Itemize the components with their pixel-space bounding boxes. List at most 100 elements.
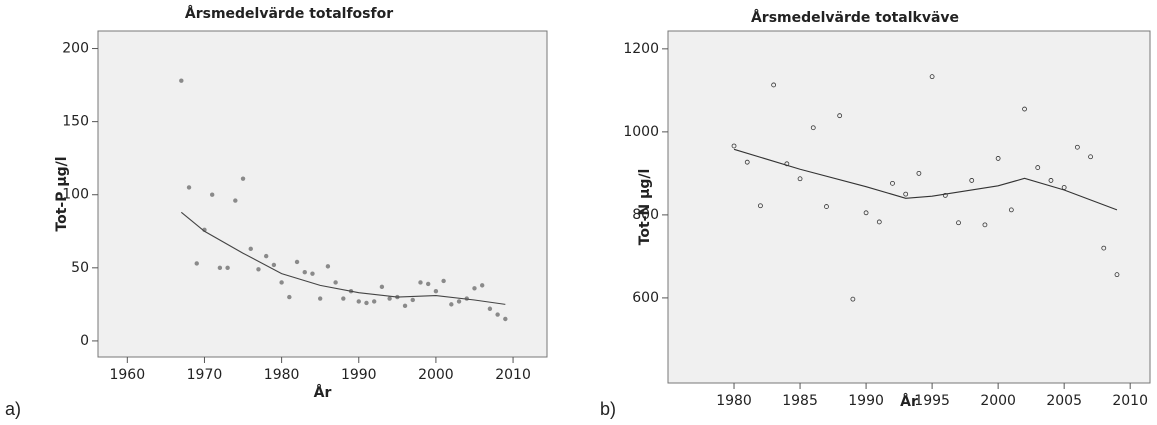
data-point	[487, 306, 493, 311]
data-point	[758, 203, 763, 209]
data-point	[1022, 106, 1027, 112]
y-axis-title: Tot-P µg/l	[54, 156, 70, 231]
trend-line	[180, 211, 506, 305]
data-point	[317, 296, 323, 301]
data-point	[784, 161, 790, 167]
y-axis-title: Tot-N µg/l	[637, 169, 653, 246]
x-tick-label: 1990	[848, 393, 884, 409]
x-tick-label: 2000	[980, 393, 1016, 409]
data-point	[441, 278, 446, 284]
panel-label: a)	[5, 399, 21, 419]
data-point	[744, 159, 750, 165]
chart-title: Årsmedelvärde totalkväve	[751, 9, 959, 26]
data-point	[731, 143, 737, 149]
data-point	[1101, 245, 1107, 251]
data-point	[433, 289, 439, 294]
x-tick-label: 1985	[782, 393, 818, 409]
x-tick-label: 1970	[187, 367, 223, 383]
data-point	[256, 267, 261, 272]
x-tick-label: 1960	[109, 367, 145, 383]
data-point	[410, 297, 415, 303]
x-tick-label: 2010	[1112, 393, 1148, 409]
y-tick-label: 1000	[623, 124, 659, 140]
data-point	[495, 312, 500, 317]
data-point	[248, 246, 253, 252]
data-point	[310, 271, 315, 276]
data-point	[186, 185, 192, 190]
data-point	[418, 280, 423, 285]
data-point	[479, 283, 485, 288]
data-point	[449, 302, 454, 307]
x-axis-title: År	[314, 384, 332, 401]
x-tick-label: 2000	[418, 367, 454, 383]
data-point	[850, 296, 856, 302]
panel-label: b)	[600, 399, 616, 419]
data-point	[1114, 272, 1120, 278]
data-point	[1088, 154, 1093, 160]
data-point	[1035, 165, 1041, 170]
data-point	[771, 82, 777, 88]
x-tick-label: 1980	[264, 367, 300, 383]
plot-area	[667, 30, 1151, 384]
data-point	[837, 113, 843, 119]
y-tick-label: 200	[62, 41, 89, 57]
data-point	[294, 259, 300, 265]
data-point	[279, 280, 284, 285]
data-point	[863, 210, 869, 216]
data-point	[371, 299, 377, 304]
data-point	[456, 299, 462, 304]
data-point	[1008, 207, 1014, 213]
data-point	[810, 125, 816, 131]
data-point	[472, 286, 477, 291]
x-tick-label: 1995	[914, 393, 950, 409]
data-point	[1048, 178, 1054, 183]
data-point	[287, 294, 292, 300]
data-point	[233, 198, 238, 203]
x-tick-label: 2010	[495, 367, 531, 383]
data-point	[503, 316, 508, 322]
data-point	[333, 280, 338, 285]
data-point	[425, 281, 431, 287]
data-point	[263, 253, 269, 259]
data-point	[956, 220, 961, 226]
y-tick-label: 600	[632, 290, 659, 306]
plot-area	[97, 30, 548, 358]
data-point	[387, 296, 392, 301]
data-point	[942, 192, 948, 198]
data-point	[217, 265, 223, 271]
data-point	[325, 264, 331, 269]
data-point	[916, 170, 922, 176]
data-point	[225, 265, 230, 271]
data-point	[995, 156, 1001, 161]
data-point	[179, 78, 184, 83]
data-point	[364, 300, 369, 306]
y-tick-label: 0	[80, 333, 89, 349]
data-point	[903, 191, 909, 197]
y-tick-label: 1200	[623, 41, 659, 57]
data-point	[1074, 144, 1080, 150]
data-point	[271, 262, 277, 268]
data-point	[240, 176, 246, 181]
data-point	[194, 261, 199, 266]
data-point	[890, 180, 895, 186]
data-point	[982, 222, 988, 228]
data-point	[876, 219, 882, 225]
data-point	[929, 74, 935, 80]
x-tick-label: 1990	[341, 367, 377, 383]
x-tick-label: 1980	[716, 393, 752, 409]
data-point	[824, 204, 829, 209]
data-point	[797, 176, 803, 182]
data-point	[341, 296, 346, 301]
data-point	[969, 178, 975, 183]
data-point	[356, 299, 361, 304]
y-tick-label: 100	[62, 187, 89, 203]
y-tick-label: 150	[62, 114, 89, 130]
data-point	[379, 284, 385, 290]
x-tick-label: 2005	[1046, 393, 1082, 409]
y-tick-label: 50	[71, 260, 89, 276]
y-tick-label: 800	[632, 207, 659, 223]
x-axis-title: År	[900, 393, 918, 410]
chart-title: Årsmedelvärde totalfosfor	[185, 5, 393, 22]
data-point	[402, 303, 408, 309]
